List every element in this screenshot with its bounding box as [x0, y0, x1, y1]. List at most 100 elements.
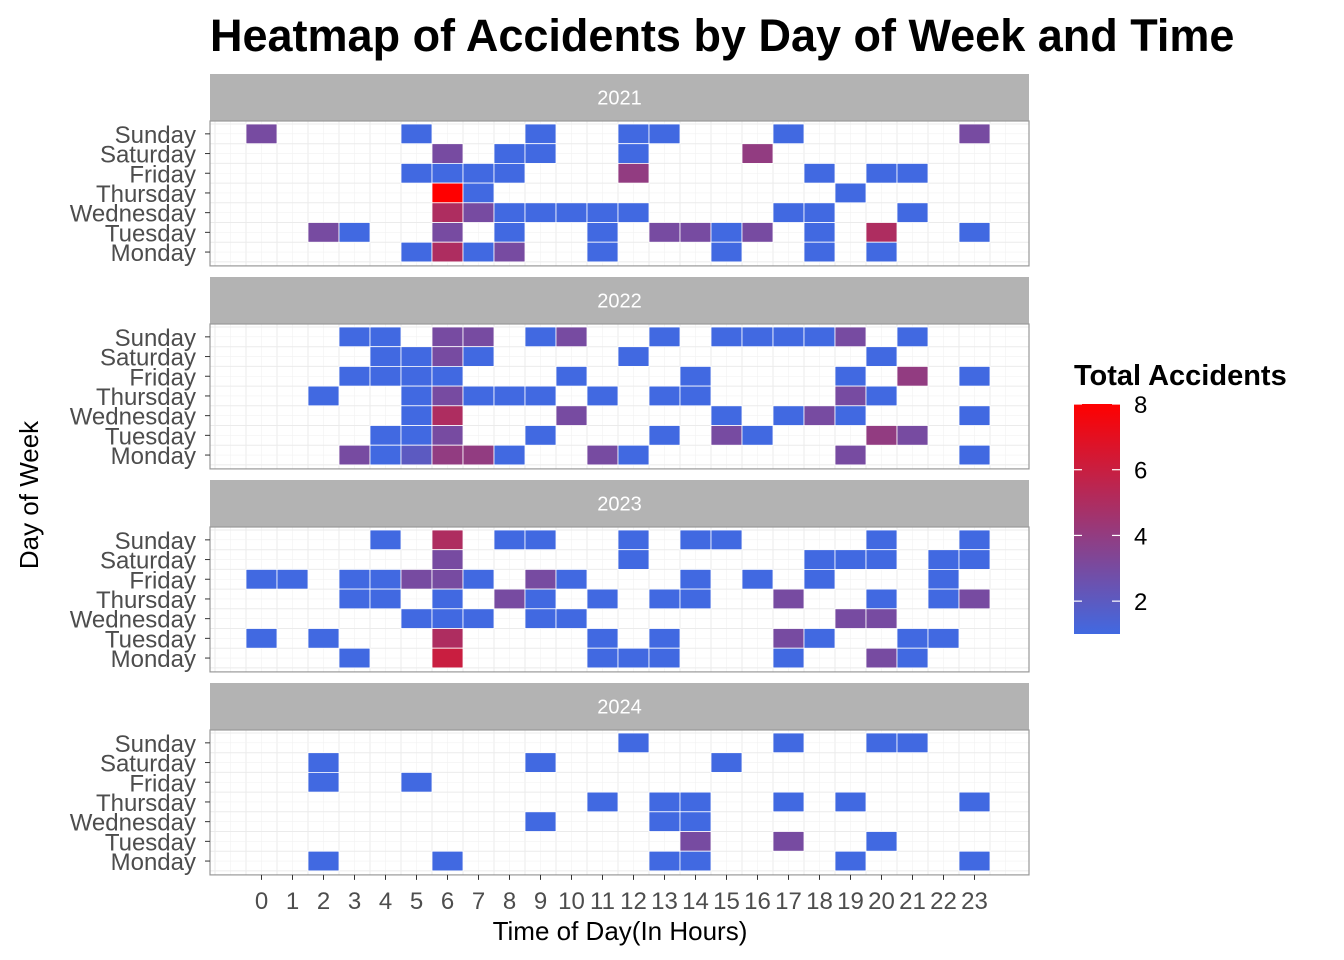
y-tick-label: Thursday — [96, 587, 196, 614]
y-tick-label: Wednesday — [70, 607, 196, 634]
heatmap-cell — [648, 791, 681, 813]
heatmap-cell — [524, 202, 557, 223]
x-tick-label: 15 — [713, 888, 740, 915]
heatmap-cell — [524, 425, 557, 446]
legend-title: Total Accidents — [1074, 360, 1287, 392]
heatmap-cell — [369, 365, 402, 387]
y-tick-label: Friday — [129, 364, 196, 391]
legend-ticks: 2 4 6 8 — [1074, 392, 1147, 616]
heatmap-cell — [369, 588, 402, 610]
heatmap-cell — [803, 405, 836, 426]
heatmap-cell — [524, 385, 557, 407]
heatmap-cell — [896, 202, 929, 223]
heatmap-cell — [865, 425, 898, 446]
heatmap-cell — [462, 182, 495, 204]
heatmap-cell — [586, 628, 619, 649]
heatmap-cell — [617, 123, 650, 145]
y-tick-label: Friday — [129, 567, 196, 594]
heatmap-cell — [431, 425, 464, 446]
heatmap-cell — [493, 529, 526, 551]
y-tick-label: Wednesday — [70, 404, 196, 431]
heatmap-cell — [648, 326, 681, 348]
heatmap-cell — [648, 588, 681, 610]
heatmap-cell — [400, 569, 433, 590]
heatmap-cell — [958, 529, 991, 551]
heatmap-cell — [834, 608, 867, 629]
heatmap-cell — [865, 241, 898, 263]
heatmap-cell — [772, 732, 805, 754]
heatmap-cell — [741, 222, 774, 243]
heatmap-cell — [462, 385, 495, 407]
x-tick-label: 18 — [806, 888, 833, 915]
heatmap-cell — [431, 222, 464, 243]
heatmap-cell — [679, 811, 712, 832]
x-tick-label: 16 — [744, 888, 771, 915]
heatmap-cell — [524, 326, 557, 348]
heatmap-cell — [369, 444, 402, 466]
heatmap-cell — [462, 326, 495, 348]
y-tick-label: Monday — [111, 849, 196, 876]
heatmap-cell — [865, 529, 898, 551]
heatmap-cell — [555, 569, 588, 590]
legend-tick-label: 8 — [1134, 392, 1147, 419]
x-tick-label: 0 — [255, 888, 268, 915]
heatmap-cell — [586, 385, 619, 407]
heatmap-cell — [834, 791, 867, 813]
heatmap-cell — [648, 222, 681, 243]
heatmap-cell — [524, 123, 557, 145]
heatmap-cell — [803, 549, 836, 570]
heatmap-cell — [307, 850, 340, 872]
heatmap-cell — [524, 529, 557, 551]
y-tick-label: Tuesday — [105, 626, 196, 653]
x-tick-label: 5 — [410, 888, 423, 915]
heatmap-cell — [958, 365, 991, 387]
heatmap-cell — [772, 326, 805, 348]
heatmap-cell — [369, 425, 402, 446]
heatmap-cell — [896, 732, 929, 754]
heatmap-cell — [431, 405, 464, 426]
heatmap-cell — [307, 772, 340, 793]
heatmap-cell — [245, 569, 278, 590]
heatmap-cell — [741, 425, 774, 446]
heatmap-cell — [679, 831, 712, 852]
heatmap-cell — [741, 143, 774, 164]
heatmap-cell — [958, 405, 991, 426]
legend-colorbar — [1074, 404, 1120, 634]
heatmap-cell — [772, 588, 805, 610]
heatmap-cell — [400, 405, 433, 426]
heatmap-cell — [462, 162, 495, 184]
heatmap-cell — [710, 241, 743, 263]
x-tick-label: 8 — [503, 888, 516, 915]
heatmap-cell — [834, 549, 867, 570]
y-tick-label: Monday — [111, 443, 196, 470]
heatmap-cell — [617, 162, 650, 184]
heatmap-cell — [803, 222, 836, 243]
heatmap-cell — [400, 425, 433, 446]
heatmap-cell — [617, 732, 650, 754]
facet-strip-label: 2023 — [597, 494, 642, 516]
heatmap-cell — [896, 326, 929, 348]
heatmap-cell — [772, 202, 805, 223]
heatmap-cell — [369, 569, 402, 590]
x-tick-label: 12 — [620, 888, 647, 915]
y-tick-label: Tuesday — [105, 829, 196, 856]
heatmap-cell — [555, 405, 588, 426]
y-axis-ticks: SundaySaturdayFridayThursdayWednesdayTue… — [70, 325, 210, 470]
heatmap-cell — [431, 529, 464, 551]
heatmap-cell — [369, 346, 402, 367]
heatmap-cell — [586, 202, 619, 223]
x-tick-label: 3 — [348, 888, 361, 915]
heatmap-cell — [803, 628, 836, 649]
facet-strip — [210, 74, 1029, 121]
heatmap-cell — [586, 222, 619, 243]
heatmap-cell — [772, 628, 805, 649]
heatmap-cell — [803, 162, 836, 184]
heatmap-cell — [865, 549, 898, 570]
heatmap-cell — [710, 222, 743, 243]
heatmap-cell — [772, 405, 805, 426]
heatmap-cell — [462, 202, 495, 223]
heatmap-cell — [555, 608, 588, 629]
heatmap-cell — [648, 850, 681, 872]
heatmap-cell — [834, 405, 867, 426]
heatmap-cell — [338, 647, 371, 669]
